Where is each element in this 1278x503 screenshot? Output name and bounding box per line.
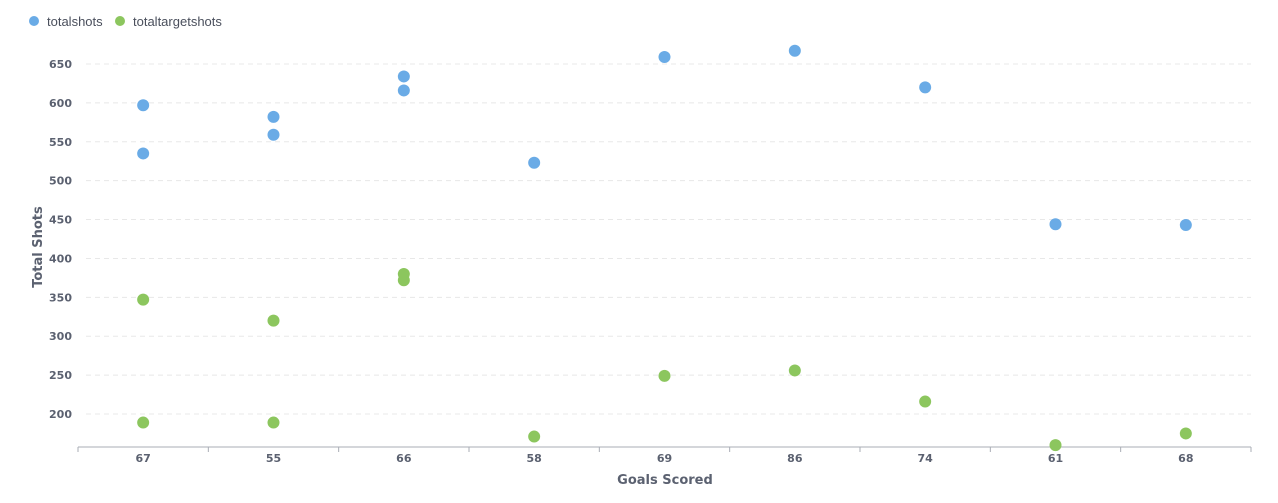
point-totaltargetshots[interactable] xyxy=(397,274,410,287)
y-tick-label: 600 xyxy=(49,97,72,110)
x-tick-label: 86 xyxy=(787,452,803,465)
point-totalshots[interactable] xyxy=(137,99,150,112)
y-tick-label: 550 xyxy=(49,136,72,149)
point-totaltargetshots[interactable] xyxy=(267,416,280,429)
y-tick-label: 300 xyxy=(49,330,72,343)
y-axis-title: Total Shots xyxy=(31,206,46,288)
y-tick-label: 450 xyxy=(49,214,72,227)
point-totaltargetshots[interactable] xyxy=(528,430,541,443)
y-tick-label: 650 xyxy=(49,58,72,71)
y-tick-label: 400 xyxy=(49,252,72,265)
gridlines xyxy=(86,63,1251,415)
point-totalshots[interactable] xyxy=(137,147,150,160)
legend-label-totaltargetshots: totaltargetshots xyxy=(133,14,222,29)
legend-item-totalshots[interactable]: totalshots xyxy=(29,14,103,29)
point-totalshots[interactable] xyxy=(397,84,410,97)
y-tick-label: 350 xyxy=(49,291,72,304)
data-points xyxy=(137,44,1192,452)
point-totalshots[interactable] xyxy=(919,81,932,94)
x-tick-label: 58 xyxy=(527,452,542,465)
point-totalshots[interactable] xyxy=(397,70,410,83)
x-tick-label: 61 xyxy=(1048,452,1063,465)
point-totaltargetshots[interactable] xyxy=(658,369,671,382)
point-totalshots[interactable] xyxy=(788,44,801,57)
point-totalshots[interactable] xyxy=(1179,219,1192,231)
point-totaltargetshots[interactable] xyxy=(788,364,801,377)
point-totaltargetshots[interactable] xyxy=(137,293,150,306)
point-totaltargetshots[interactable] xyxy=(267,314,280,327)
legend-marker-totalshots xyxy=(29,16,39,26)
x-tick-label: 55 xyxy=(266,452,281,465)
point-totaltargetshots[interactable] xyxy=(1049,439,1062,452)
legend-item-totaltargetshots[interactable]: totaltargetshots xyxy=(115,14,222,29)
x-tick-label: 67 xyxy=(136,452,151,465)
point-totalshots[interactable] xyxy=(658,51,671,63)
point-totalshots[interactable] xyxy=(528,156,541,169)
y-tick-label: 250 xyxy=(49,369,72,382)
x-axis-title: Goals Scored xyxy=(617,473,713,488)
point-totalshots[interactable] xyxy=(267,128,280,141)
point-totaltargetshots[interactable] xyxy=(919,395,932,408)
x-tick-label: 74 xyxy=(918,452,934,465)
y-tick-label: 500 xyxy=(49,175,72,188)
legend-label-totalshots: totalshots xyxy=(47,14,103,29)
x-tick-label: 66 xyxy=(396,452,412,465)
x-tick-label: 68 xyxy=(1178,452,1193,465)
series-totalshots xyxy=(137,44,1192,231)
x-axis-ticks: 67 55 66 58 69 86 74 61 68 xyxy=(77,447,1252,465)
series-totaltargetshots xyxy=(137,268,1192,452)
x-tick-label: 69 xyxy=(657,452,672,465)
point-totaltargetshots[interactable] xyxy=(1179,427,1192,440)
legend: totalshots totaltargetshots xyxy=(29,14,222,29)
legend-marker-totaltargetshots xyxy=(115,16,125,26)
point-totaltargetshots[interactable] xyxy=(137,416,150,429)
y-tick-label: 200 xyxy=(49,408,72,421)
point-totalshots[interactable] xyxy=(1049,218,1062,231)
point-totalshots[interactable] xyxy=(267,110,280,123)
y-axis-ticks: 200 250 300 350 400 450 500 550 600 650 xyxy=(49,58,72,421)
